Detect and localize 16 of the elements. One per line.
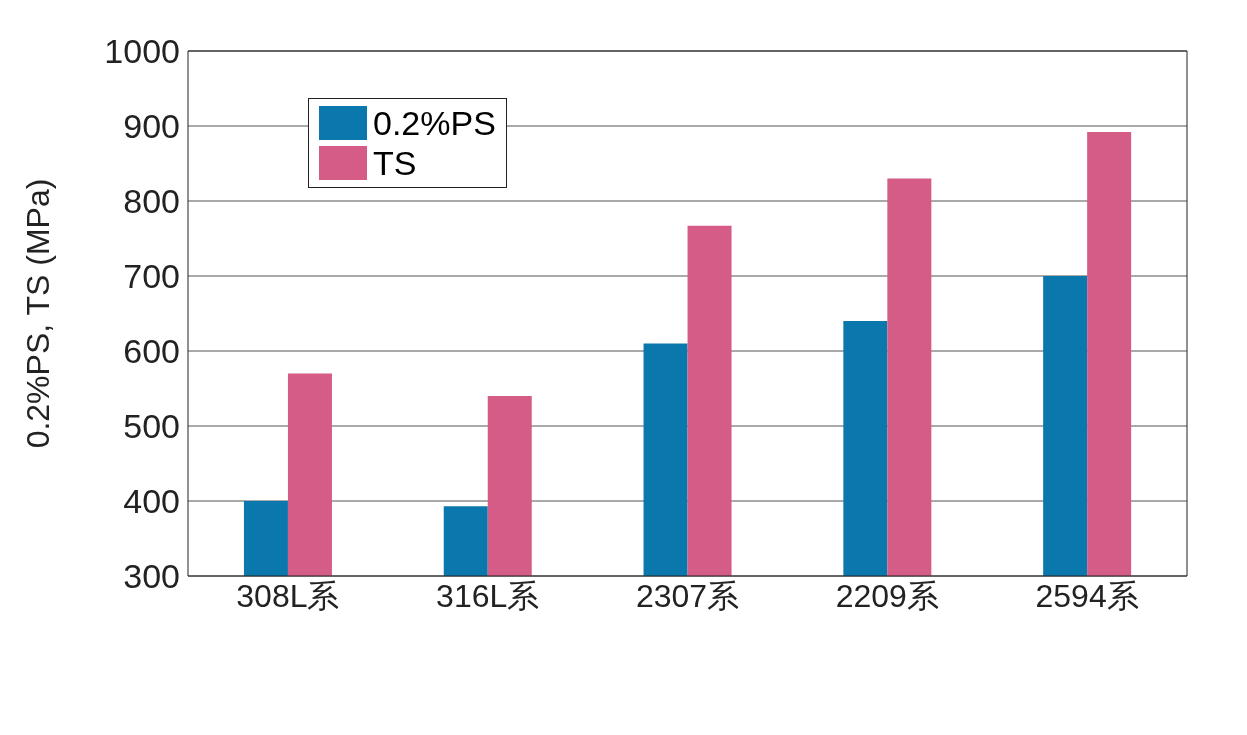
- y-axis-title: 0.2%PS, TS (MPa): [20, 178, 57, 449]
- y-tick-label: 800: [123, 182, 180, 221]
- y-tick-label: 600: [123, 332, 180, 371]
- x-tick-label: 316L系: [436, 577, 540, 614]
- y-tick-label: 300: [123, 557, 180, 596]
- y-tick-label: 900: [123, 107, 180, 146]
- legend-label: TS: [373, 143, 417, 183]
- y-tick-label: 400: [123, 482, 180, 521]
- y-tick-label: 500: [123, 407, 180, 446]
- x-tick-label: 2307系: [635, 577, 740, 614]
- x-tick-label: 2209系: [835, 577, 939, 614]
- y-tick-label: 1000: [104, 32, 180, 71]
- x-tick-label: 308L系: [236, 577, 340, 614]
- legend-label: 0.2%PS: [373, 103, 496, 143]
- x-tick-label: 2594系: [1035, 577, 1139, 614]
- y-tick-label: 700: [123, 257, 180, 296]
